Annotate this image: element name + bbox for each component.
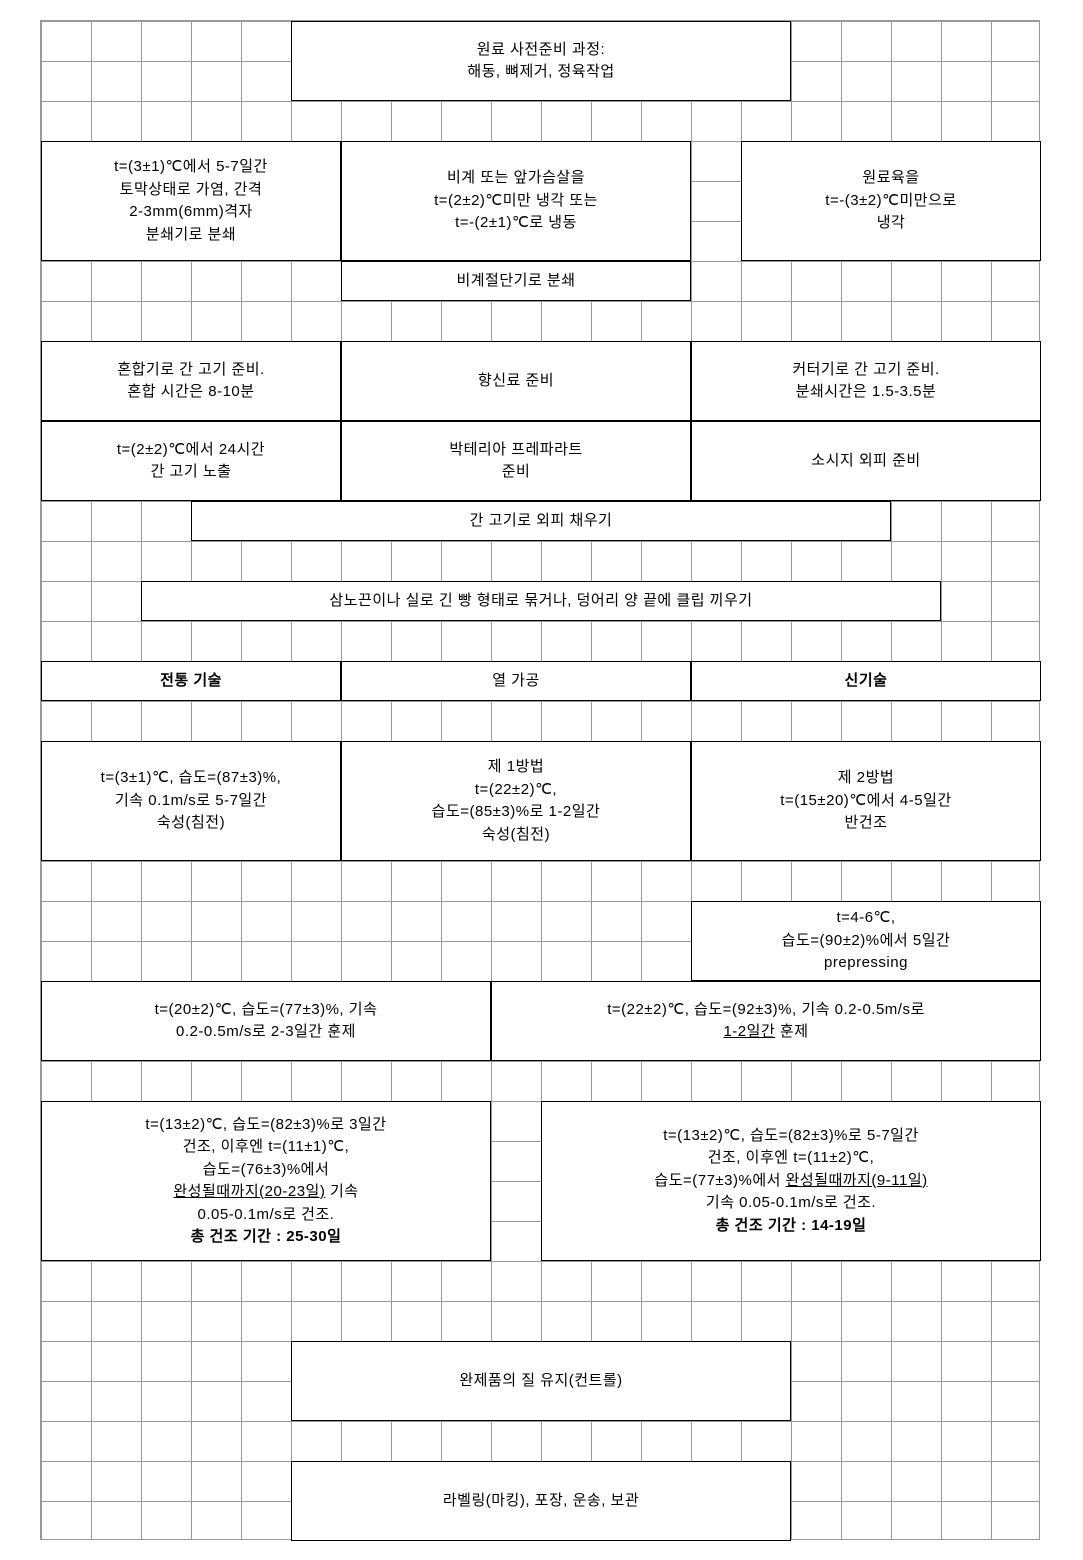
box-mid3: 향신료 준비 [341, 341, 691, 421]
text-smoke-right-tail: 훈제 [775, 1023, 808, 1040]
dry-left-l4-u: 완성될때까지(20-23일) [173, 1183, 325, 1200]
box-smoke-right: t=(22±2)℃, 습도=(92±3)%, 기속 0.2-0.5m/s로 1-… [491, 981, 1041, 1061]
box-mid1: 비계 또는 앞가슴살을 t=(2±2)℃미만 냉각 또는 t=-(2±1)℃로 … [341, 141, 691, 261]
dry-left-l5: 0.05-0.1m/s로 건조. [52, 1204, 480, 1227]
text-tech-mid: 열 가공 [352, 670, 680, 693]
text-right2: 커터기로 간 고기 준비. 분쇄시간은 1.5-3.5분 [702, 359, 1030, 404]
text-mid3: 향신료 준비 [352, 370, 680, 393]
text-full2: 삼노끈이나 실로 긴 빵 형태로 묶거나, 덩어리 양 끝에 클립 끼우기 [152, 590, 930, 613]
text-prep: 원료 사전준비 과정: 해동, 뼈제거, 정육작업 [302, 39, 780, 84]
text-pack: 라벨링(마킹), 포장, 운송, 보관 [302, 1490, 780, 1513]
box-smoke-left: t=(20±2)℃, 습도=(77±3)%, 기속 0.2-0.5m/s로 2-… [41, 981, 491, 1061]
dry-right-l3-u: 완성될때까지(9-11일) [786, 1172, 928, 1189]
dry-left-l1: t=(13±2)℃, 습도=(82±3)%로 3일간 [52, 1114, 480, 1137]
text-full1: 간 고기로 외피 채우기 [202, 510, 880, 533]
box-prepress-right: t=4-6℃, 습도=(90±2)%에서 5일간 prepressing [691, 901, 1041, 981]
dry-right-l2: 건조, 이후엔 t=(11±2)℃, [552, 1147, 1030, 1170]
text-quality: 완제품의 질 유지(컨트롤) [302, 1370, 780, 1393]
box-full2: 삼노끈이나 실로 긴 빵 형태로 묶거나, 덩어리 양 끝에 클립 끼우기 [141, 581, 941, 621]
text-smoke-left: t=(20±2)℃, 습도=(77±3)%, 기속 0.2-0.5m/s로 2-… [52, 999, 480, 1044]
dry-right-l4: 기속 0.05-0.1m/s로 건조. [552, 1192, 1030, 1215]
text-right2a: 커터기로 간 고기 준비. [702, 359, 1030, 382]
text-mid1: 비계 또는 앞가슴살을 t=(2±2)℃미만 냉각 또는 t=-(2±1)℃로 … [352, 167, 680, 235]
text-mid4: 박테리아 프레파라트 준비 [352, 439, 680, 484]
text-tech-right: 신기술 [702, 670, 1030, 693]
text-left1: t=(3±1)℃에서 5-7일간 토막상태로 가염, 간격 2-3mm(6mm)… [52, 156, 330, 246]
dry-left-l4-tail: 기속 [325, 1183, 358, 1200]
box-right1: 원료육을 t=-(3±2)℃미만으로 냉각 [741, 141, 1041, 261]
box-left2: 혼합기로 간 고기 준비. 혼합 시간은 8-10분 [41, 341, 341, 421]
text-mature-mid: 제 1방법 t=(22±2)℃, 습도=(85±3)%로 1-2일간 숙성(침전… [352, 756, 680, 846]
box-left1: t=(3±1)℃에서 5-7일간 토막상태로 가염, 간격 2-3mm(6mm)… [41, 141, 341, 261]
box-tech-mid: 열 가공 [341, 661, 691, 701]
dry-right-l3-a: 습도=(77±3)%에서 [654, 1172, 785, 1189]
box-mid2: 비계절단기로 분쇄 [341, 261, 691, 301]
text-dry-left: t=(13±2)℃, 습도=(82±3)%로 3일간 건조, 이후엔 t=(11… [52, 1114, 480, 1249]
text-smoke-left-b: 0.2-0.5m/s로 2-3일간 훈제 [52, 1021, 480, 1044]
box-tech-left: 전통 기술 [41, 661, 341, 701]
box-full1: 간 고기로 외피 채우기 [191, 501, 891, 541]
box-mid4: 박테리아 프레파라트 준비 [341, 421, 691, 501]
text-smoke-right: t=(22±2)℃, 습도=(92±3)%, 기속 0.2-0.5m/s로 1-… [502, 999, 1030, 1044]
box-prep: 원료 사전준비 과정: 해동, 뼈제거, 정육작업 [291, 21, 791, 101]
dry-right-l1: t=(13±2)℃, 습도=(82±3)%로 5-7일간 [552, 1125, 1030, 1148]
text-dry-right: t=(13±2)℃, 습도=(82±3)%로 5-7일간 건조, 이후엔 t=(… [552, 1125, 1030, 1238]
box-dry-left: t=(13±2)℃, 습도=(82±3)%로 3일간 건조, 이후엔 t=(11… [41, 1101, 491, 1261]
dry-left-l6: 총 건조 기간 : 25-30일 [52, 1226, 480, 1249]
text-right1: 원료육을 t=-(3±2)℃미만으로 냉각 [752, 167, 1030, 235]
process-flowchart-grid: 원료 사전준비 과정: 해동, 뼈제거, 정육작업 t=(3±1)℃에서 5-7… [40, 20, 1040, 1540]
text-right2b: 분쇄시간은 1.5-3.5분 [702, 381, 1030, 404]
text-left3: t=(2±2)℃에서 24시간 간 고기 노출 [52, 439, 330, 484]
dry-right-l5: 총 건조 기간 : 14-19일 [552, 1215, 1030, 1238]
box-pack: 라벨링(마킹), 포장, 운송, 보관 [291, 1461, 791, 1541]
text-left2b: 혼합 시간은 8-10분 [52, 381, 330, 404]
text-mature-left: t=(3±1)℃, 습도=(87±3)%, 기속 0.1m/s로 5-7일간 숙… [52, 767, 330, 835]
box-tech-right: 신기술 [691, 661, 1041, 701]
box-quality: 완제품의 질 유지(컨트롤) [291, 1341, 791, 1421]
dry-left-l3: 습도=(76±3)%에서 [52, 1159, 480, 1182]
text-mature-right: 제 2방법 t=(15±20)℃에서 4-5일간 반건조 [702, 767, 1030, 835]
box-mature-right: 제 2방법 t=(15±20)℃에서 4-5일간 반건조 [691, 741, 1041, 861]
text-right3: 소시지 외피 준비 [702, 450, 1030, 473]
text-tech-left: 전통 기술 [52, 670, 330, 693]
text-smoke-right-a: t=(22±2)℃, 습도=(92±3)%, 기속 0.2-0.5m/s로 [502, 999, 1030, 1022]
text-prepress-right: t=4-6℃, 습도=(90±2)%에서 5일간 prepressing [702, 907, 1030, 975]
text-left2: 혼합기로 간 고기 준비. 혼합 시간은 8-10분 [52, 359, 330, 404]
text-smoke-right-u: 1-2일간 [723, 1023, 775, 1040]
text-smoke-left-a: t=(20±2)℃, 습도=(77±3)%, 기속 [52, 999, 480, 1022]
box-left3: t=(2±2)℃에서 24시간 간 고기 노출 [41, 421, 341, 501]
box-right3: 소시지 외피 준비 [691, 421, 1041, 501]
box-mature-left: t=(3±1)℃, 습도=(87±3)%, 기속 0.1m/s로 5-7일간 숙… [41, 741, 341, 861]
dry-left-l2: 건조, 이후엔 t=(11±1)℃, [52, 1136, 480, 1159]
box-right2: 커터기로 간 고기 준비. 분쇄시간은 1.5-3.5분 [691, 341, 1041, 421]
box-dry-right: t=(13±2)℃, 습도=(82±3)%로 5-7일간 건조, 이후엔 t=(… [541, 1101, 1041, 1261]
text-mid2: 비계절단기로 분쇄 [352, 270, 680, 293]
text-left2a: 혼합기로 간 고기 준비. [52, 359, 330, 382]
box-mature-mid: 제 1방법 t=(22±2)℃, 습도=(85±3)%로 1-2일간 숙성(침전… [341, 741, 691, 861]
